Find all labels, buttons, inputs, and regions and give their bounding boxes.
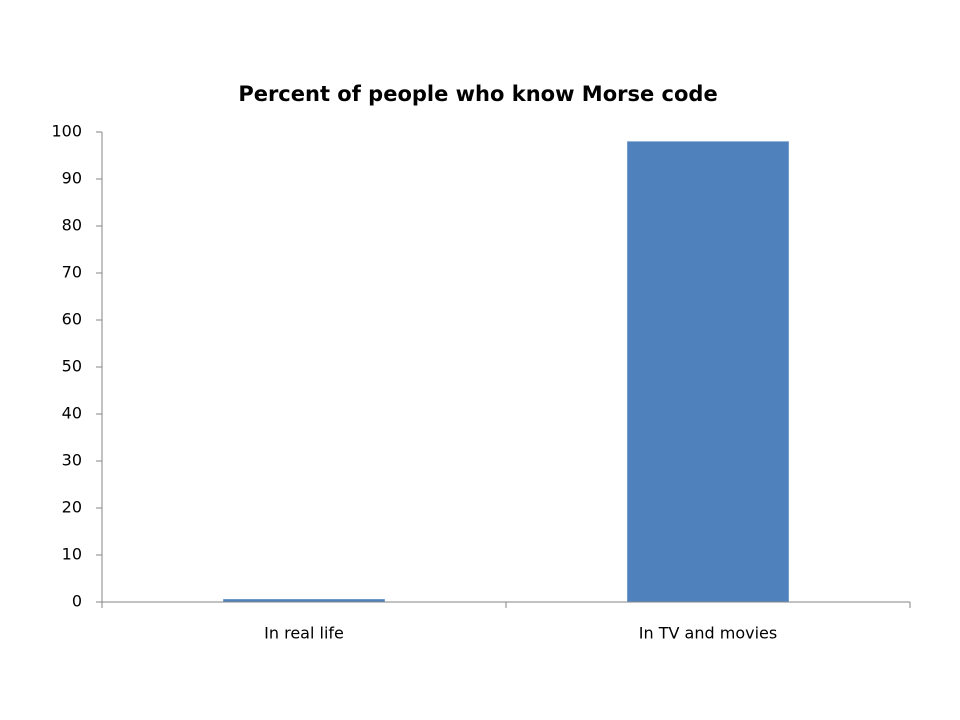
y-tick-label: 0 [72,592,82,611]
y-tick-label: 10 [62,545,82,564]
y-tick-label: 40 [62,404,82,423]
y-tick-label: 60 [62,310,82,329]
x-tick-label: In TV and movies [639,624,777,643]
chart-title: Percent of people who know Morse code [238,82,717,106]
y-tick-label: 90 [62,169,82,188]
bar [223,599,385,602]
x-tick-label: In real life [264,624,344,643]
y-tick-label: 70 [62,263,82,282]
y-tick-label: 80 [62,216,82,235]
y-tick-label: 20 [62,498,82,517]
y-tick-label: 30 [62,451,82,470]
bar [627,141,789,602]
y-tick-label: 50 [62,357,82,376]
y-tick-label: 100 [51,122,82,141]
